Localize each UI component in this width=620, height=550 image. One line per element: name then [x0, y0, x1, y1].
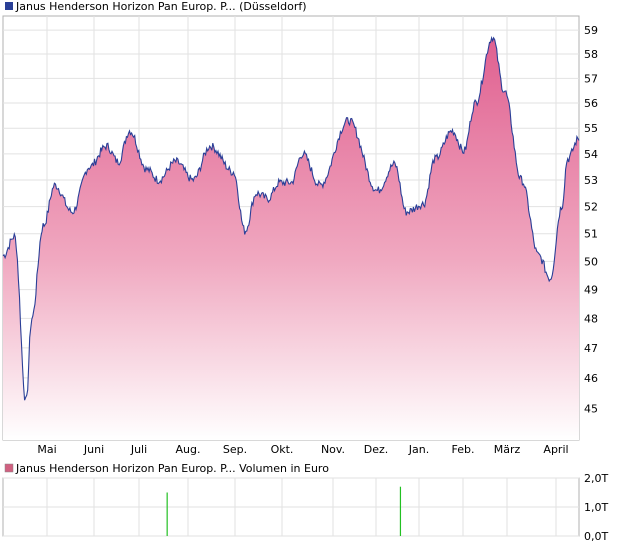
volume-y-tick-label: 2,0T — [584, 472, 608, 485]
price-x-tick-label: Aug. — [176, 443, 201, 456]
price-x-tick-label: Juli — [130, 443, 147, 456]
volume-bars — [166, 486, 402, 536]
price-x-tick-label: April — [543, 443, 568, 456]
price-y-tick-label: 58 — [584, 48, 598, 61]
volume-legend-swatch — [4, 463, 14, 473]
price-x-tick-label: Nov. — [321, 443, 345, 456]
price-y-tick-label: 49 — [584, 284, 598, 297]
price-y-tick-label: 50 — [584, 255, 598, 268]
price-x-tick-label: Okt. — [271, 443, 294, 456]
price-x-tick-label: Sep. — [223, 443, 247, 456]
price-y-tick-label: 51 — [584, 228, 598, 241]
price-x-tick-label: Feb. — [452, 443, 475, 456]
price-y-tick-label: 55 — [584, 122, 598, 135]
price-y-tick-label: 45 — [584, 403, 598, 416]
price-y-tick-label: 57 — [584, 72, 598, 85]
price-y-axis: 45 46 47 48 49 50 51 52 53 54 55 56 57 58 59 — [584, 24, 598, 415]
price-series-line — [2, 35, 580, 401]
price-y-tick-label: 56 — [584, 97, 598, 110]
price-x-tick-label: Dez. — [364, 443, 389, 456]
price-legend-swatch — [5, 2, 13, 10]
volume-grid — [3, 477, 579, 537]
price-y-tick-label: 54 — [584, 148, 598, 161]
price-x-tick-label: März — [494, 443, 521, 456]
price-x-tick-label: Juni — [83, 443, 104, 456]
price-x-axis: Mai Juni Juli Aug. Sep. Okt. Nov. Dez. Jan. Feb. M… — [37, 443, 568, 456]
price-area-fill — [3, 37, 579, 441]
price-x-tick-label: Jan. — [408, 443, 429, 456]
price-y-tick-label: 47 — [584, 342, 598, 355]
volume-y-tick-label: 0,0T — [584, 530, 608, 543]
price-y-tick-label: 46 — [584, 372, 598, 385]
price-y-tick-label: 48 — [584, 312, 598, 325]
volume-legend-label: Janus Henderson Horizon Pan Europ. P... … — [15, 462, 329, 475]
price-legend-label: Janus Henderson Horizon Pan Europ. P... … — [15, 0, 307, 13]
volume-y-tick-label: 1,0T — [584, 501, 608, 514]
price-y-tick-label: 53 — [584, 174, 598, 187]
price-y-tick-label: 52 — [584, 201, 598, 214]
volume-y-axis: 0,0T 1,0T 2,0T — [584, 472, 608, 543]
price-x-tick-label: Mai — [37, 443, 56, 456]
price-y-tick-label: 59 — [584, 24, 598, 37]
